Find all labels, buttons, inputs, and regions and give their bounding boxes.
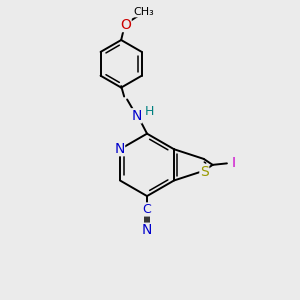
Text: I: I	[232, 156, 236, 170]
Text: H: H	[144, 105, 154, 118]
Text: O: O	[120, 18, 131, 32]
Text: N: N	[142, 223, 152, 237]
Text: N: N	[131, 109, 142, 123]
Text: C: C	[143, 203, 152, 216]
Text: S: S	[200, 165, 209, 179]
Text: N: N	[114, 142, 124, 156]
Text: CH₃: CH₃	[133, 7, 154, 17]
